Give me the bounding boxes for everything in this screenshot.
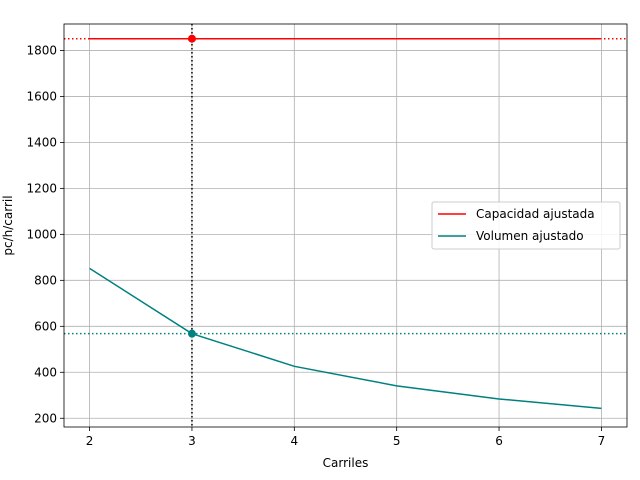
x-tick-label: 2 (86, 434, 94, 448)
legend-box (431, 201, 621, 250)
series-line-1 (89, 267, 602, 410)
x-axis-label: Carriles (323, 456, 369, 470)
y-tick-label: 1000 (26, 227, 57, 241)
y-axis-label: pc/h/carril (1, 195, 15, 255)
y-tick-label: 400 (34, 365, 57, 379)
y-tick-label: 600 (34, 319, 57, 333)
highlight-marker (187, 329, 196, 338)
y-tick-label: 1600 (26, 89, 57, 103)
y-tick-label: 1800 (26, 43, 57, 57)
legend: Capacidad ajustada Volumen ajustado (431, 201, 621, 250)
series-lines (89, 37, 602, 410)
plot-frame (63, 23, 628, 428)
highlight-marker (187, 34, 196, 43)
y-tick-label: 200 (34, 411, 57, 425)
x-tick-label: 5 (393, 434, 401, 448)
y-tick-label: 1400 (26, 135, 57, 149)
legend-label-capacidad: Capacidad ajustada (476, 207, 595, 221)
x-tick-label: 3 (188, 434, 196, 448)
legend-label-volumen: Volumen ajustado (476, 229, 584, 243)
axis-ticks: 2 3 4 5 6 7 200 400 600 800 1000 1200 1400 1600 1800 (26, 43, 605, 448)
x-tick-label: 6 (495, 434, 503, 448)
y-tick-label: 1200 (26, 181, 57, 195)
x-tick-label: 7 (598, 434, 606, 448)
highlight-markers (187, 34, 196, 338)
x-tick-label: 4 (290, 434, 298, 448)
y-tick-label: 800 (34, 273, 57, 287)
